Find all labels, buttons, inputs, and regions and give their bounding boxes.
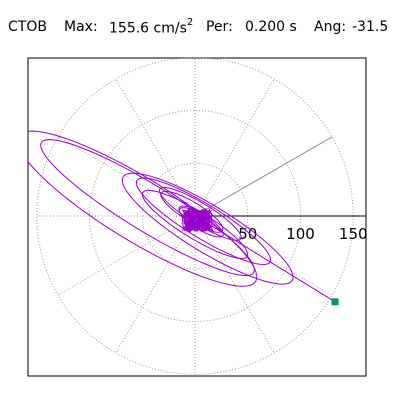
orbit-loop: [178, 207, 224, 238]
orbit-loop: [121, 172, 294, 285]
angle-label: Ang:: [314, 19, 347, 35]
orbit-loop: [40, 139, 255, 276]
max-exponent: 2: [186, 17, 194, 28]
angular-grid-spoke-120: [115, 78, 196, 217]
angular-grid-spoke-240: [115, 215, 196, 354]
orbit-loop: [141, 189, 249, 260]
period-value: 0.200 s: [245, 19, 297, 35]
orbit-group: [28, 130, 294, 287]
max-value: 155.6 cm/s2: [109, 17, 194, 37]
guide-line: [194, 136, 333, 217]
angular-grid-spoke-150: [57, 136, 196, 217]
orbit-loop: [159, 186, 242, 241]
period-label: Per:: [206, 19, 233, 35]
max-label: Max:: [64, 19, 98, 35]
station-code: CTOB: [8, 19, 47, 35]
angle-value: -31.5: [352, 19, 389, 35]
radial-tick-label-100: 100: [286, 225, 315, 243]
chart-header: CTOB Max: 155.6 cm/s2 Per: 0.200 s Ang: …: [0, 0, 400, 50]
angular-grid-spoke-60: [194, 78, 275, 217]
radial-tick-label-50: 50: [238, 225, 257, 243]
max-trace-line: [188, 211, 336, 303]
orbit-loop: [28, 130, 258, 287]
max-marker: [331, 298, 339, 306]
orbit-loop: [135, 177, 271, 266]
radial-tick-label-150: 150: [339, 225, 368, 243]
